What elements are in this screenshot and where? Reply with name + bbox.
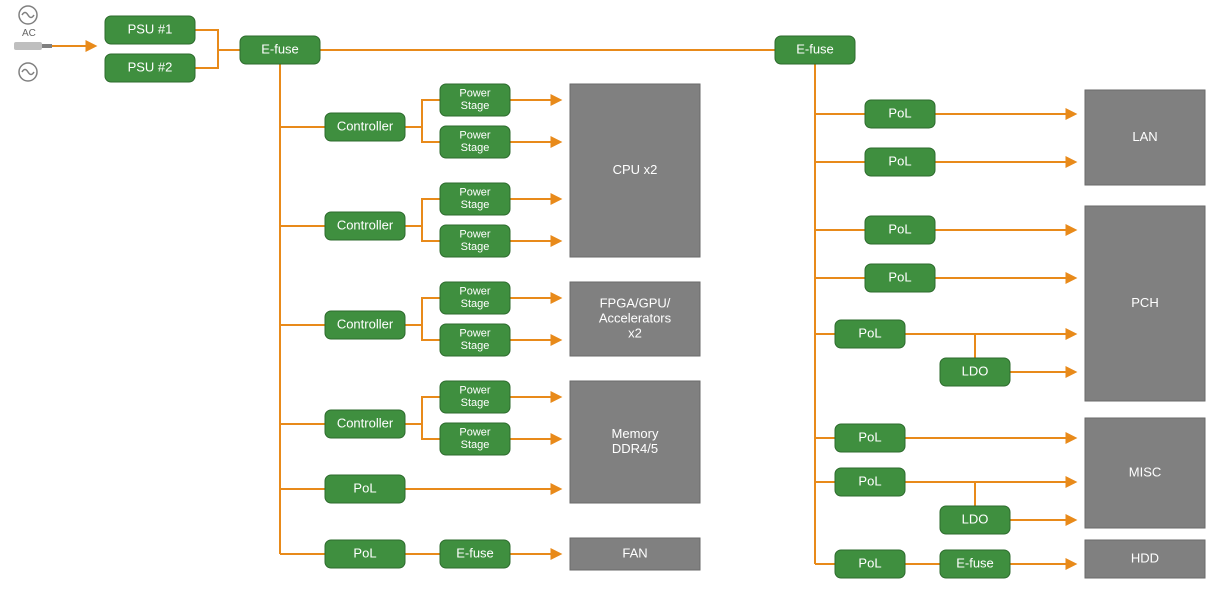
node-fpga-label: x2 [628, 325, 642, 340]
node-ps2a-label: Stage [461, 199, 490, 211]
node-ps4b-label: Stage [461, 439, 490, 451]
node-misc-label: MISC [1129, 464, 1162, 479]
node-ps2b-label: Power [459, 229, 491, 241]
node-ps4a-label: Power [459, 385, 491, 397]
node-ps3a-label: Stage [461, 298, 490, 310]
node-efuse_fan-label: E-fuse [456, 545, 494, 560]
node-ps4a-label: Stage [461, 397, 490, 409]
node-efuse2-label: E-fuse [796, 41, 834, 56]
node-ldo1-label: LDO [962, 363, 989, 378]
node-memory-label: Memory [612, 426, 659, 441]
node-memory-label: DDR4/5 [612, 441, 658, 456]
node-ps1a-label: Stage [461, 100, 490, 112]
node-ps1b-label: Power [459, 130, 491, 142]
node-pol_r5-label: PoL [858, 325, 881, 340]
node-lan-label: LAN [1132, 129, 1157, 144]
node-pol_r7-label: PoL [858, 473, 881, 488]
power-architecture-diagram: AC [0, 0, 1225, 604]
node-pol_r3-label: PoL [888, 221, 911, 236]
node-pol_r1-label: PoL [888, 105, 911, 120]
node-pol_r2-label: PoL [888, 153, 911, 168]
node-pol_r8-label: PoL [858, 555, 881, 570]
node-ps1b-label: Stage [461, 142, 490, 154]
ac-source-icon: AC [14, 6, 95, 81]
node-fpga-label: Accelerators [599, 310, 672, 325]
node-fan-label: FAN [622, 545, 647, 560]
node-ctrl1-label: Controller [337, 118, 394, 133]
node-pch-label: PCH [1131, 295, 1158, 310]
node-ps3b-label: Stage [461, 340, 490, 352]
node-ctrl2-label: Controller [337, 217, 394, 232]
node-ps2a-label: Power [459, 187, 491, 199]
node-pol_left2-label: PoL [353, 545, 376, 560]
node-ps3a-label: Power [459, 286, 491, 298]
node-ps3b-label: Power [459, 328, 491, 340]
node-pol_r4-label: PoL [888, 269, 911, 284]
nodes-layer: PSU #1 PSU #2 E-fuse E-fuse Controller Contro… [105, 16, 1205, 578]
node-psu1-label: PSU #1 [128, 21, 173, 36]
node-ps4b-label: Power [459, 427, 491, 439]
node-psu2-label: PSU #2 [128, 59, 173, 74]
node-hdd-label: HDD [1131, 550, 1159, 565]
node-efuse1-label: E-fuse [261, 41, 299, 56]
node-ldo2-label: LDO [962, 511, 989, 526]
ac-label: AC [22, 28, 36, 39]
node-ps1a-label: Power [459, 88, 491, 100]
node-pol_left1-label: PoL [353, 480, 376, 495]
node-ps2b-label: Stage [461, 241, 490, 253]
node-cpu-label: CPU x2 [613, 162, 658, 177]
node-efuse_hdd-label: E-fuse [956, 555, 994, 570]
node-fpga-label: FPGA/GPU/ [600, 295, 671, 310]
node-ctrl4-label: Controller [337, 415, 394, 430]
node-ctrl3-label: Controller [337, 316, 394, 331]
node-pol_r6-label: PoL [858, 429, 881, 444]
